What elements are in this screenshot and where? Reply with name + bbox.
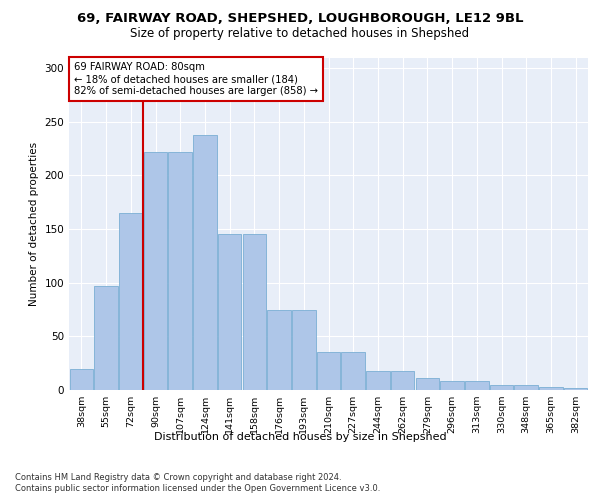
Bar <box>564 388 587 390</box>
Bar <box>465 382 488 390</box>
Bar <box>490 384 513 390</box>
Text: 69, FAIRWAY ROAD, SHEPSHED, LOUGHBOROUGH, LE12 9BL: 69, FAIRWAY ROAD, SHEPSHED, LOUGHBOROUGH… <box>77 12 523 26</box>
Bar <box>391 370 415 390</box>
Bar <box>268 310 291 390</box>
Bar <box>169 152 192 390</box>
Text: 69 FAIRWAY ROAD: 80sqm
← 18% of detached houses are smaller (184)
82% of semi-de: 69 FAIRWAY ROAD: 80sqm ← 18% of detached… <box>74 62 318 96</box>
Bar <box>416 378 439 390</box>
Bar <box>317 352 340 390</box>
Bar <box>514 384 538 390</box>
Bar <box>341 352 365 390</box>
Text: Size of property relative to detached houses in Shepshed: Size of property relative to detached ho… <box>130 28 470 40</box>
Y-axis label: Number of detached properties: Number of detached properties <box>29 142 39 306</box>
Bar <box>292 310 316 390</box>
Bar <box>119 213 143 390</box>
Bar <box>70 368 93 390</box>
Bar <box>242 234 266 390</box>
Bar <box>440 382 464 390</box>
Text: Contains HM Land Registry data © Crown copyright and database right 2024.: Contains HM Land Registry data © Crown c… <box>15 472 341 482</box>
Text: Contains public sector information licensed under the Open Government Licence v3: Contains public sector information licen… <box>15 484 380 493</box>
Bar <box>144 152 167 390</box>
Bar <box>94 286 118 390</box>
Bar <box>366 370 389 390</box>
Bar <box>193 134 217 390</box>
Text: Distribution of detached houses by size in Shepshed: Distribution of detached houses by size … <box>154 432 446 442</box>
Bar <box>539 387 563 390</box>
Bar <box>218 234 241 390</box>
